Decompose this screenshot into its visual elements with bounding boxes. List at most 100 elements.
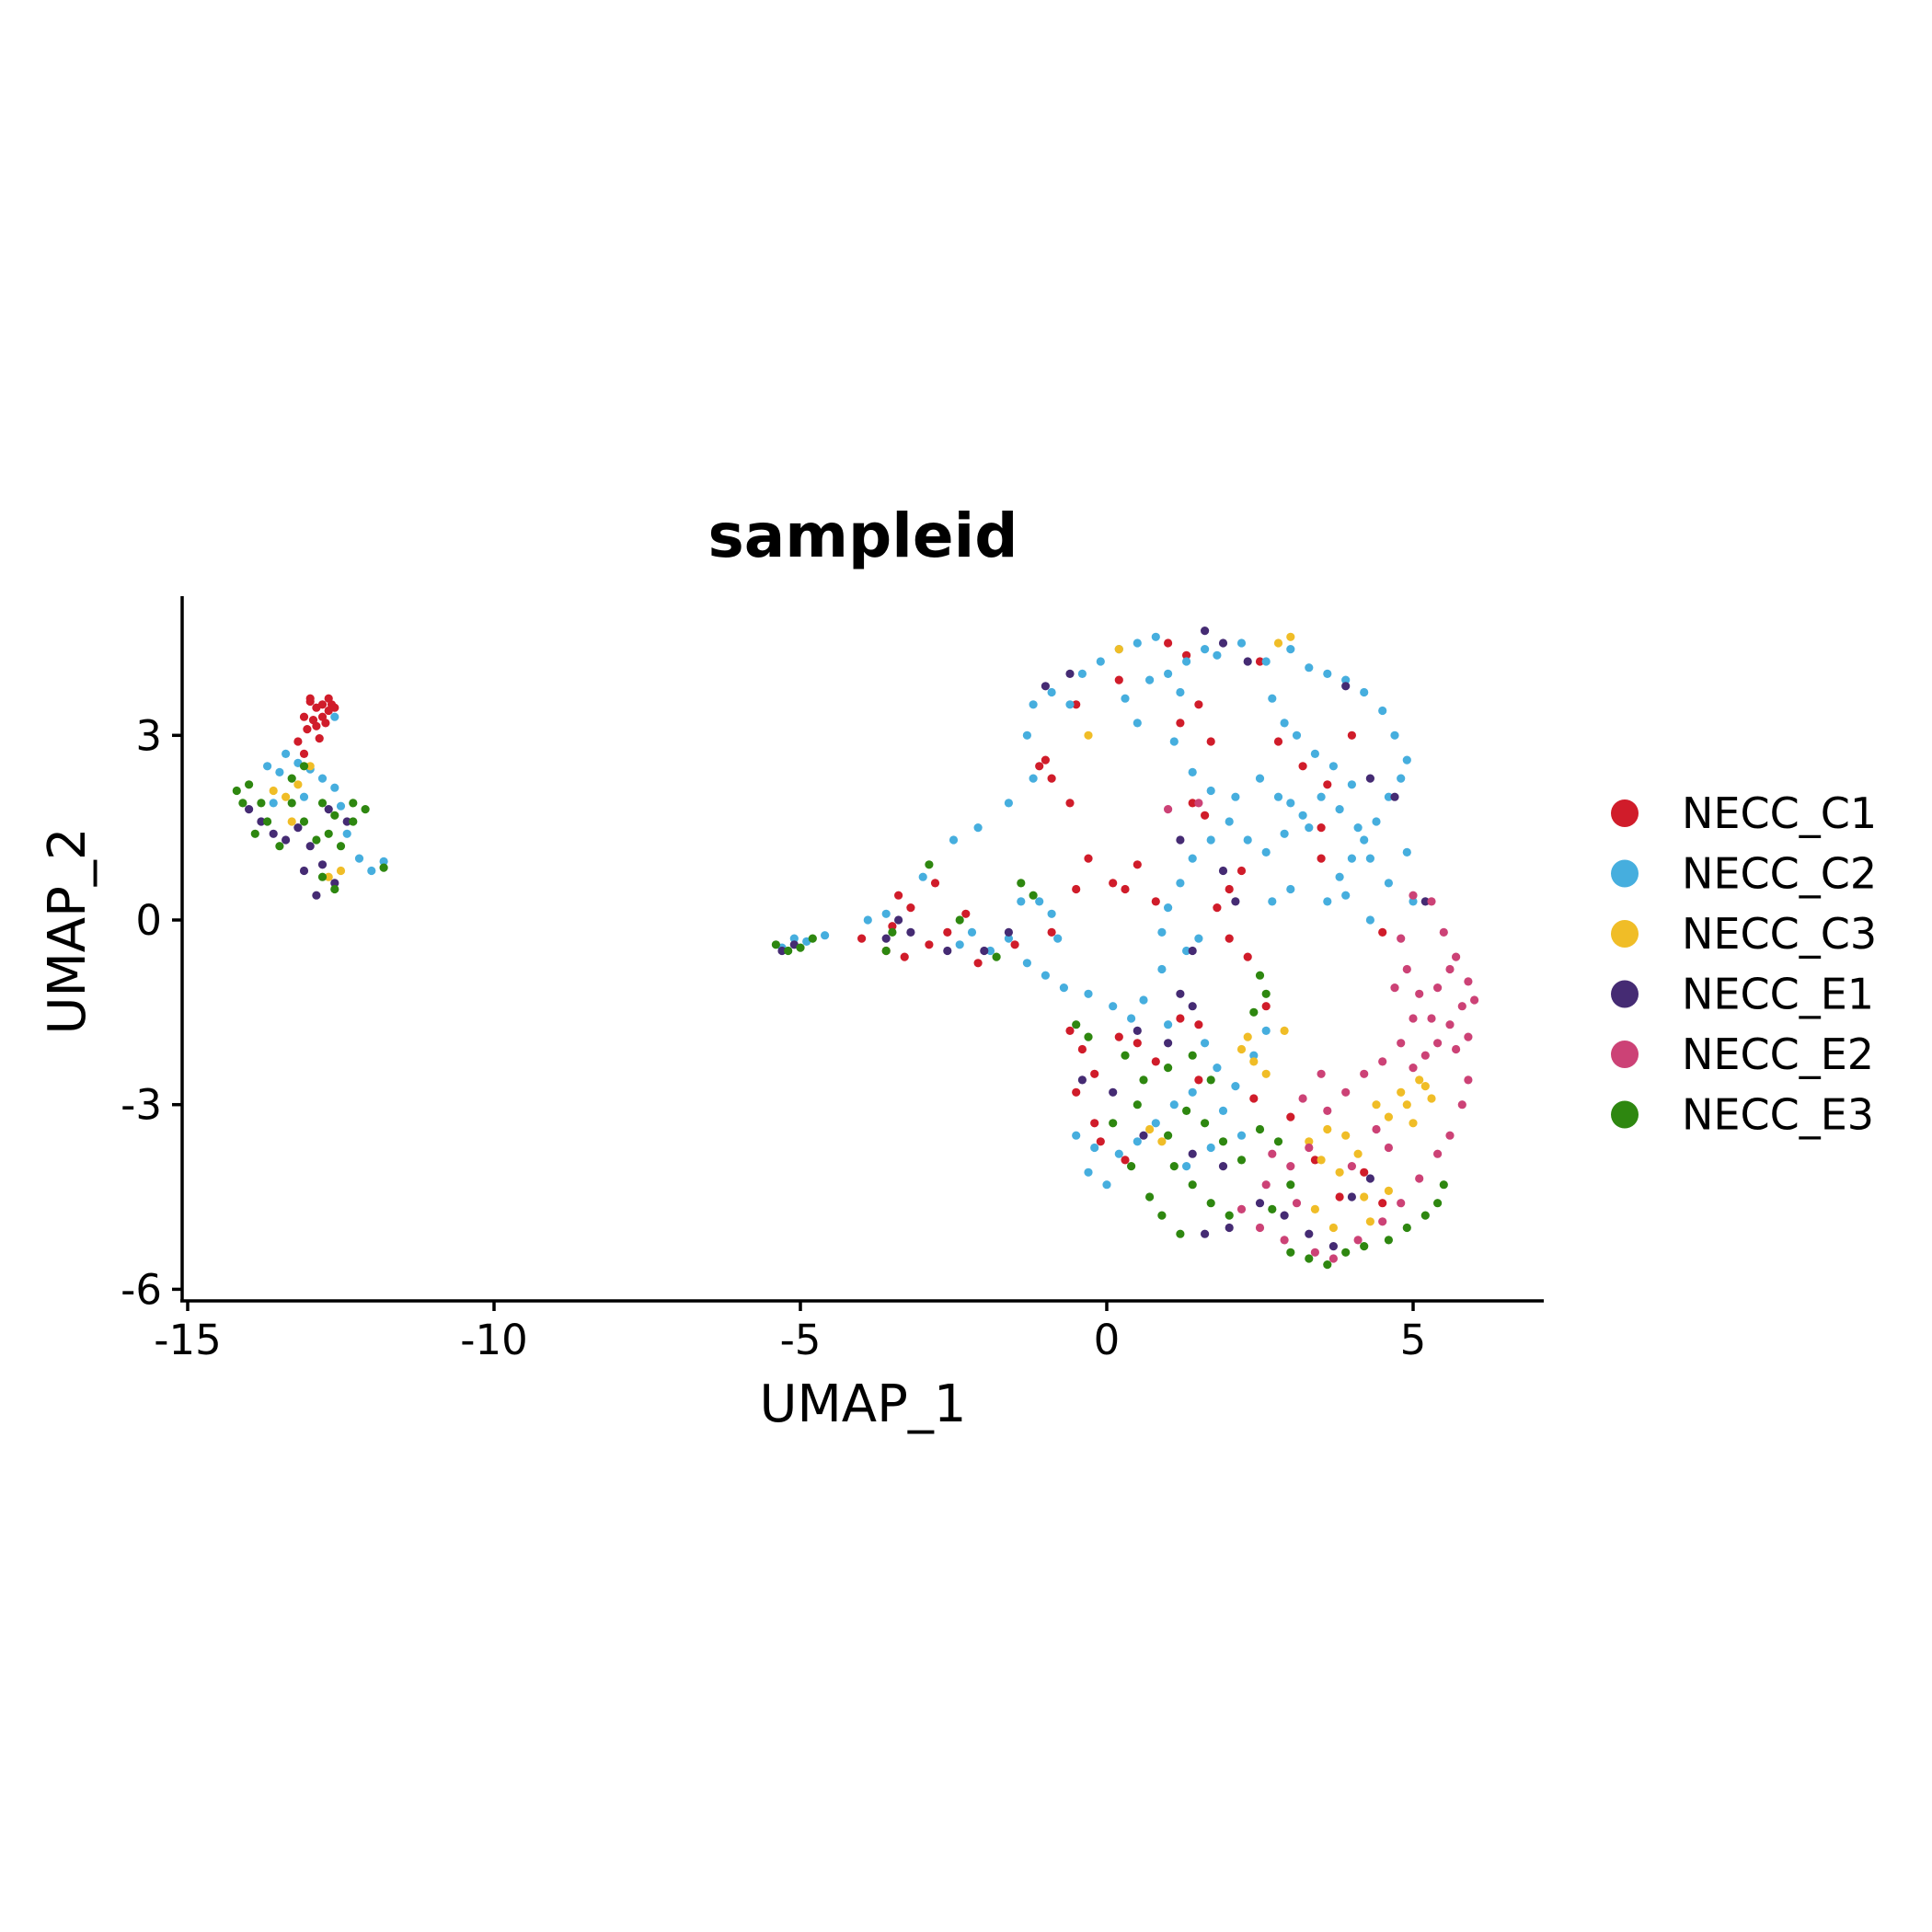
data-point	[245, 805, 254, 814]
data-point	[1286, 1162, 1295, 1171]
data-point	[1164, 1020, 1173, 1029]
data-point	[282, 749, 291, 759]
data-point	[1176, 687, 1185, 697]
data-point	[1402, 1100, 1411, 1110]
data-point	[1347, 780, 1356, 789]
data-point	[1157, 1137, 1167, 1146]
data-point	[1096, 1137, 1105, 1146]
data-point	[1445, 1020, 1455, 1029]
data-point	[1041, 971, 1050, 980]
data-point	[1317, 854, 1326, 863]
data-point	[1286, 1180, 1295, 1190]
data-point	[1347, 1162, 1356, 1171]
data-point	[1029, 774, 1038, 783]
data-point	[1213, 650, 1222, 660]
data-point	[1151, 632, 1160, 641]
data-point	[1390, 730, 1399, 740]
data-point	[1273, 792, 1283, 801]
data-point	[1047, 687, 1056, 697]
data-point	[1206, 737, 1215, 746]
data-point	[1390, 792, 1399, 801]
data-point	[1360, 1242, 1369, 1251]
legend-item: NECC_C1	[1611, 788, 1877, 838]
y-ticks: -6 -3 0 3	[121, 711, 182, 1314]
data-point	[287, 799, 296, 808]
data-point	[275, 767, 284, 777]
data-point	[1360, 1069, 1369, 1078]
data-point	[1457, 1002, 1466, 1011]
data-point	[1360, 1192, 1369, 1202]
data-point	[1328, 1223, 1338, 1233]
data-point	[930, 879, 940, 888]
x-tick-label: -15	[154, 1316, 222, 1364]
data-point	[317, 700, 328, 709]
data-point	[1201, 1119, 1210, 1128]
data-point	[1218, 1162, 1228, 1171]
series-NECC_C3	[269, 632, 1436, 1233]
data-point	[1255, 971, 1265, 980]
data-point	[1323, 897, 1332, 906]
data-point	[1072, 1131, 1081, 1140]
data-point	[299, 762, 309, 771]
data-point	[1121, 884, 1130, 894]
data-point	[312, 721, 321, 730]
data-point	[980, 946, 989, 956]
data-point	[336, 801, 346, 811]
data-point	[943, 927, 952, 937]
legend-label: NECC_E2	[1682, 1029, 1874, 1079]
data-point	[1286, 632, 1295, 641]
data-point	[1022, 959, 1031, 968]
data-point	[1194, 1075, 1203, 1085]
data-point	[1022, 730, 1031, 740]
data-point	[330, 712, 339, 721]
data-point	[1402, 964, 1411, 974]
data-point	[379, 863, 388, 872]
data-point	[257, 799, 266, 808]
data-point	[1151, 897, 1160, 906]
data-point	[1409, 1119, 1418, 1128]
series-NECC_E2	[1164, 799, 1479, 1263]
data-point	[1225, 934, 1234, 943]
data-point	[1169, 737, 1179, 746]
data-point	[821, 931, 830, 940]
data-point	[1378, 706, 1387, 716]
data-point	[1225, 884, 1234, 894]
data-point	[881, 909, 891, 918]
data-point	[1372, 1124, 1381, 1134]
data-point	[1261, 1180, 1271, 1190]
data-point	[1035, 762, 1044, 771]
data-point	[1384, 1236, 1393, 1245]
data-point	[1280, 1236, 1289, 1245]
data-point	[1133, 1137, 1142, 1146]
data-point	[1335, 1167, 1344, 1177]
data-point	[324, 872, 333, 881]
data-point	[1176, 719, 1185, 728]
data-point	[1360, 835, 1369, 845]
data-point	[315, 734, 324, 743]
x-tick-label: 0	[1094, 1316, 1121, 1364]
data-point	[330, 884, 339, 894]
data-point	[1176, 879, 1185, 888]
data-point	[1102, 1180, 1111, 1190]
data-point	[1053, 934, 1063, 943]
data-point	[1335, 872, 1344, 881]
data-point	[1372, 1100, 1381, 1110]
data-point	[1047, 909, 1056, 918]
data-point	[1335, 805, 1344, 814]
data-point	[1415, 1174, 1424, 1183]
data-point	[1188, 1087, 1197, 1097]
data-point	[1249, 1094, 1259, 1103]
data-point	[1029, 700, 1038, 709]
data-point	[303, 725, 312, 734]
data-point	[1017, 897, 1026, 906]
data-point	[293, 780, 303, 789]
data-point	[324, 694, 333, 703]
data-point	[1133, 860, 1142, 869]
data-point	[1305, 1137, 1314, 1146]
data-point	[282, 792, 291, 801]
data-point	[1261, 657, 1271, 666]
data-point	[324, 829, 333, 838]
data-point	[1243, 1032, 1252, 1041]
legend-label: NECC_E1	[1682, 970, 1874, 1019]
data-point	[1194, 934, 1203, 943]
